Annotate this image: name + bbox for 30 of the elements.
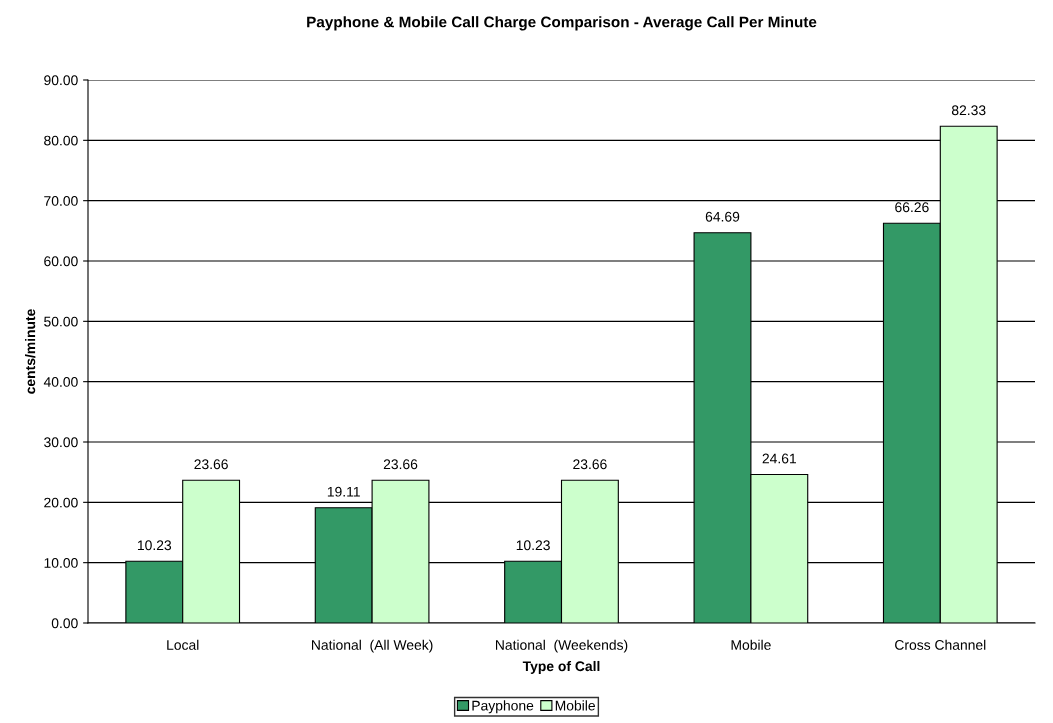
y-tick-label: 0.00 bbox=[51, 618, 78, 629]
data-label: 19.11 bbox=[327, 486, 360, 497]
y-tick-label: 10.00 bbox=[44, 558, 78, 568]
data-label: 10.23 bbox=[137, 540, 172, 551]
y-tick-label: 70.00 bbox=[44, 196, 78, 206]
x-tick-label: National (All Week) bbox=[312, 639, 433, 653]
x-tick-label: Mobile bbox=[731, 639, 771, 650]
y-axis-title: cents/minute bbox=[25, 309, 36, 394]
data-label: 23.66 bbox=[194, 459, 228, 470]
data-label: 82.33 bbox=[951, 105, 986, 116]
data-label: 64.69 bbox=[705, 211, 740, 222]
data-label: 23.66 bbox=[573, 459, 607, 470]
y-tick-label: 90.00 bbox=[44, 75, 78, 86]
x-tick-label: Local bbox=[167, 639, 199, 650]
y-tick-label: 30.00 bbox=[44, 437, 78, 448]
y-tick-label: 20.00 bbox=[44, 497, 78, 508]
chart-title: Payphone & Mobile Call Charge Comparison - Average Call Per Minute bbox=[307, 16, 817, 31]
data-label: 23.66 bbox=[383, 459, 418, 470]
data-label: 24.61 bbox=[762, 453, 797, 464]
legend-label: Payphone bbox=[472, 700, 534, 714]
x-tick-label: Cross Channel bbox=[895, 639, 986, 650]
data-label: 10.23 bbox=[516, 540, 550, 551]
y-tick-label: 80.00 bbox=[44, 135, 78, 146]
x-axis-title: Type of Call bbox=[522, 660, 600, 674]
y-tick-label: 40.00 bbox=[43, 377, 78, 387]
data-label: 66.26 bbox=[895, 202, 929, 213]
y-tick-label: 50.00 bbox=[44, 316, 78, 327]
y-tick-label: 60.00 bbox=[44, 256, 78, 267]
legend-label: Mobile bbox=[555, 700, 595, 711]
x-tick-label: National (Weekends) bbox=[495, 639, 628, 653]
